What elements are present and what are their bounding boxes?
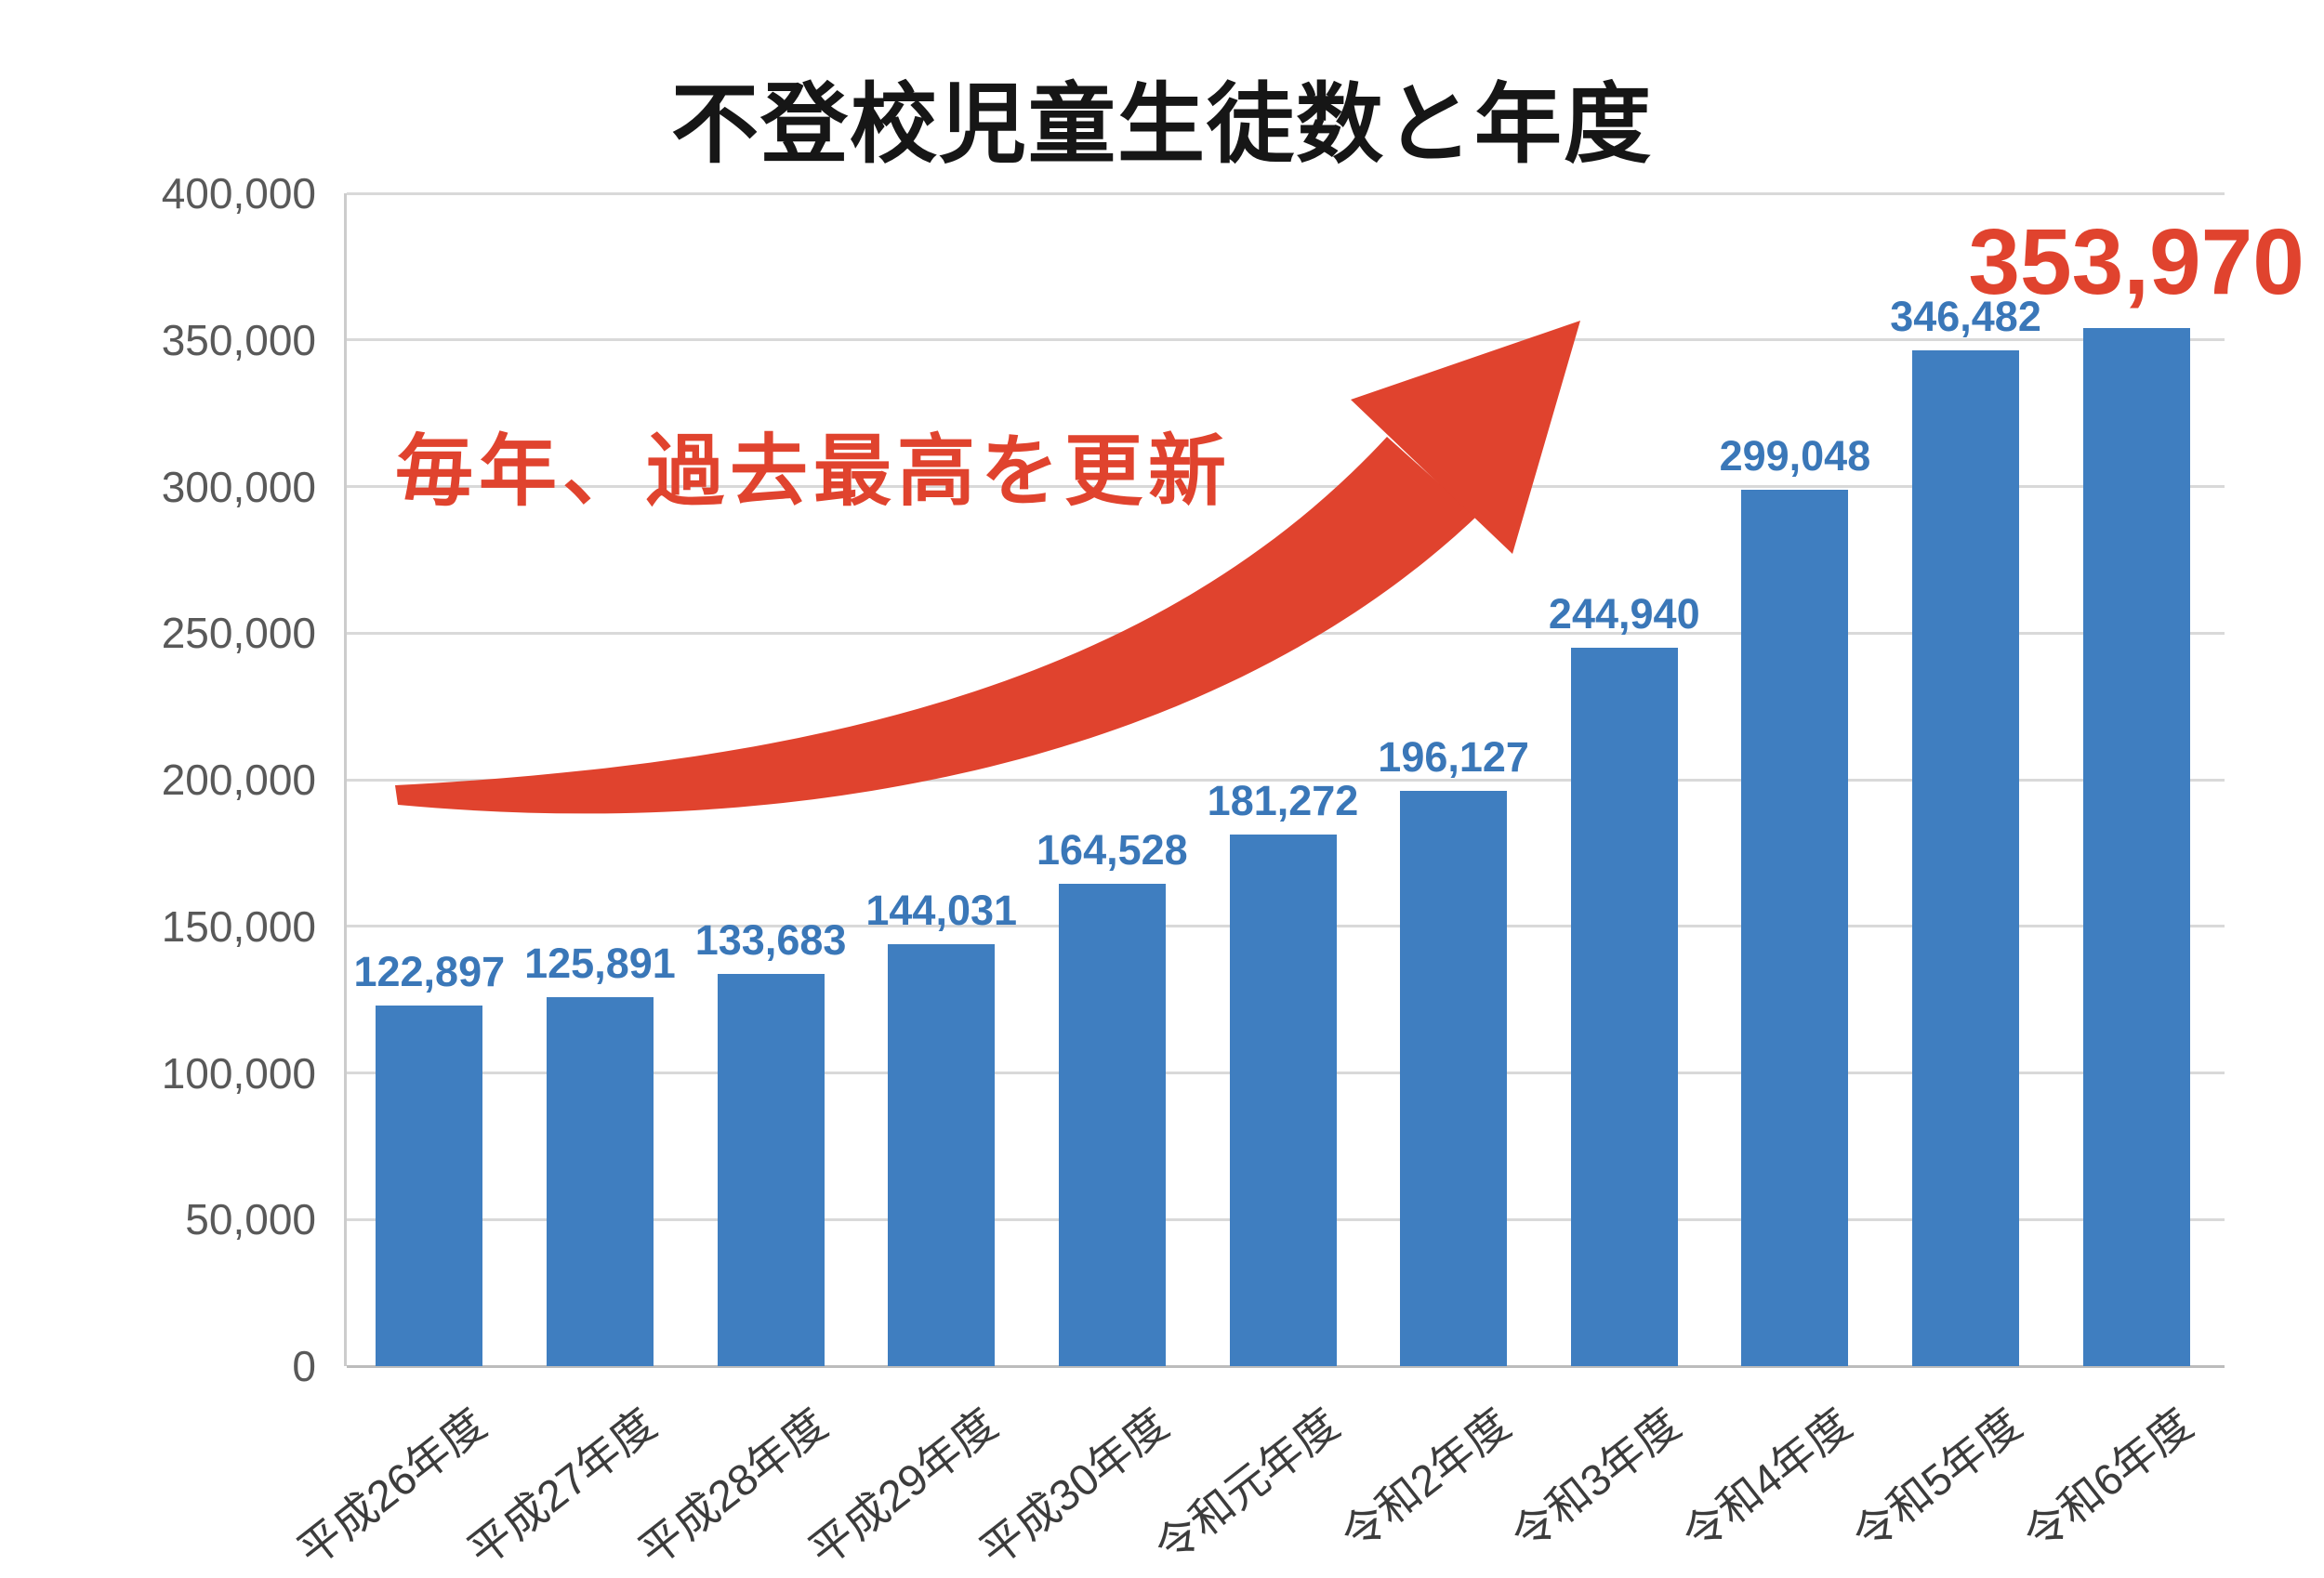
bar-平成30年度	[1058, 883, 1166, 1366]
y-axis-tick-label: 150,000	[161, 901, 316, 951]
x-axis-tick-label: 令和4年度	[1672, 1399, 1860, 1561]
x-axis-tick-label: 令和3年度	[1501, 1399, 1690, 1561]
x-axis-tick-label: 平成27年度	[458, 1399, 666, 1576]
y-axis-tick-label: 300,000	[161, 462, 316, 511]
x-axis-tick-label: 平成26年度	[287, 1399, 495, 1576]
bar-平成26年度	[376, 1006, 483, 1366]
value-label: 133,683	[694, 916, 847, 965]
gridline	[347, 191, 2225, 195]
x-axis-tick-label: 令和6年度	[2014, 1399, 2202, 1561]
bar-平成29年度	[888, 943, 996, 1366]
x-axis-tick-label: 令和2年度	[1331, 1399, 1519, 1561]
y-axis-tick-label: 0	[292, 1342, 316, 1390]
value-label: 125,891	[524, 939, 676, 987]
value-label: 244,940	[1548, 590, 1700, 638]
gridline	[347, 1364, 2225, 1368]
annotation-text: 毎年、過去最高を更新	[395, 427, 1233, 515]
y-axis-tick-label: 200,000	[161, 756, 316, 804]
value-label: 196,127	[1378, 733, 1529, 782]
x-axis-tick-label: 令和元年度	[1145, 1399, 1349, 1572]
y-axis-tick-label: 50,000	[185, 1195, 316, 1244]
bar-令和5年度	[1912, 349, 2020, 1366]
x-axis-tick-label: 平成28年度	[629, 1399, 837, 1576]
bar-平成28年度	[717, 974, 825, 1366]
chart-title: 不登校児童生徒数と年度	[670, 75, 1653, 173]
value-label: 122,897	[353, 948, 506, 996]
bar-平成27年度	[546, 996, 654, 1366]
y-axis-tick-label: 400,000	[161, 169, 316, 217]
y-axis-tick-label: 250,000	[161, 609, 316, 658]
bar-令和元年度	[1229, 835, 1337, 1366]
value-label: 164,528	[1037, 825, 1188, 874]
gridline	[347, 338, 2225, 342]
value-label: 144,031	[865, 886, 1018, 934]
x-axis-tick-label: 平成30年度	[971, 1399, 1178, 1576]
bar-令和2年度	[1400, 791, 1508, 1366]
value-label: 299,048	[1719, 431, 1871, 480]
x-axis-tick-label: 令和5年度	[1843, 1399, 2031, 1561]
x-axis-tick-label: 平成29年度	[799, 1399, 1007, 1576]
bar-令和3年度	[1570, 648, 1678, 1366]
bar-令和6年度	[2082, 328, 2190, 1366]
y-axis-tick-label: 350,000	[161, 315, 316, 364]
y-axis-tick-label: 100,000	[161, 1048, 316, 1098]
bar-令和4年度	[1741, 489, 1849, 1366]
value-label-highlight: 353,970	[1968, 210, 2304, 315]
value-label: 346,482	[1890, 292, 2041, 340]
value-label: 181,272	[1207, 777, 1359, 825]
